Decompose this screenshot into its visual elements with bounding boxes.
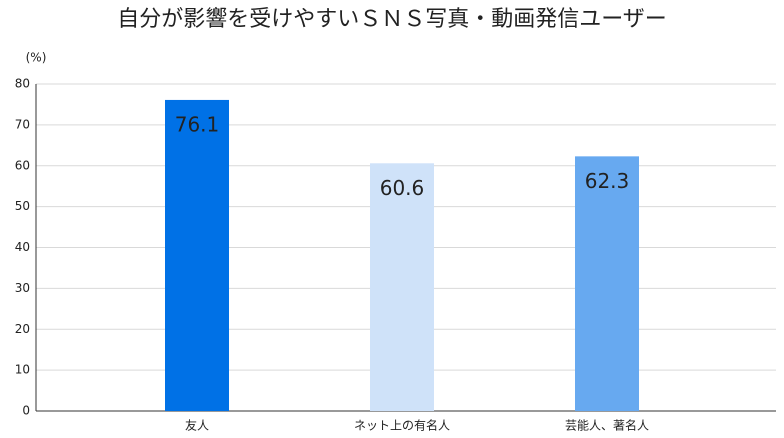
y-tick-label: 20	[15, 322, 30, 336]
chart-title: 自分が影響を受けやすいＳＮＳ写真・動画発信ユーザー	[117, 7, 667, 32]
value-label: 62.3	[585, 169, 630, 193]
y-unit: (%)	[26, 51, 47, 65]
y-tick-label: 70	[15, 117, 30, 131]
y-tick-label: 30	[15, 281, 30, 295]
bar	[165, 99, 229, 411]
bar	[370, 163, 434, 411]
y-tick-label: 40	[15, 240, 30, 254]
y-tick-label: 50	[15, 199, 30, 213]
y-tick-label: 80	[15, 77, 30, 91]
value-label: 60.6	[380, 176, 425, 200]
y-tick-label: 0	[22, 404, 30, 418]
x-tick-label: 芸能人、著名人	[565, 418, 649, 433]
y-tick-label: 60	[15, 158, 30, 172]
value-label: 76.1	[175, 112, 220, 136]
bar	[575, 156, 639, 411]
x-tick-label: ネット上の有名人	[354, 418, 450, 433]
y-tick-label: 10	[15, 363, 30, 377]
x-tick-label: 友人	[185, 419, 209, 433]
